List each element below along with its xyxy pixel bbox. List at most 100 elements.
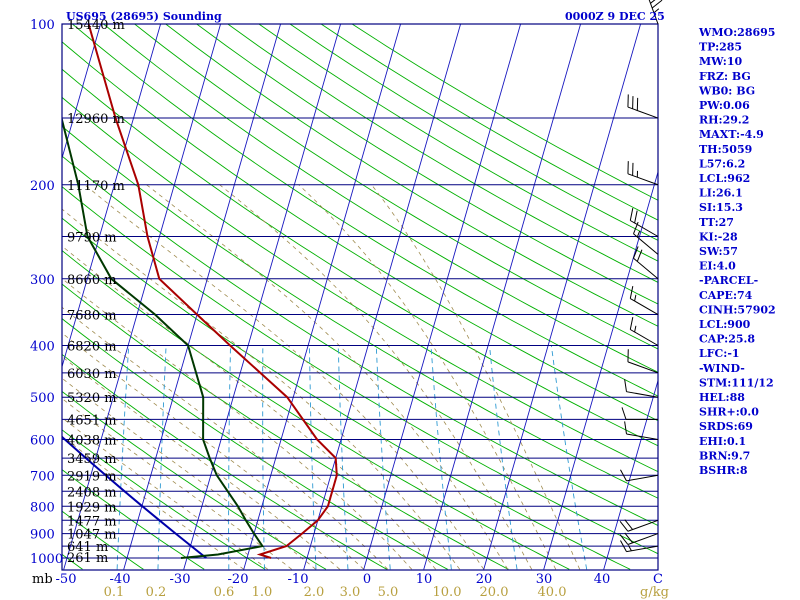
index-line: MAXT:-4.9	[699, 128, 764, 141]
pressure-tick-label: 900	[30, 528, 55, 543]
dry-adiabat-line	[62, 390, 327, 570]
index-line: TT:27	[699, 216, 734, 229]
moist-adiabat-line	[298, 184, 557, 570]
index-line: LCL:900	[699, 318, 751, 331]
mixing-ratio-tick-label: 0.1	[104, 585, 125, 600]
dry-adiabat-line	[62, 96, 658, 473]
mixing-ratio-tick-label: 1.0	[252, 585, 273, 600]
height-label: 1047 m	[67, 528, 117, 543]
moist-adiabat-line	[84, 184, 485, 570]
dry-adiabat-line	[165, 24, 658, 327]
dry-adiabat-line	[103, 24, 658, 373]
height-label: 11170 m	[67, 179, 125, 194]
isotherm-line	[423, 24, 582, 570]
index-line: BSHR:8	[699, 464, 748, 477]
moist-adiabat-line	[62, 377, 316, 570]
mixing-ratio-tick-label: 20.0	[480, 585, 509, 600]
dry-adiabat-line	[62, 353, 388, 570]
isotherm-line	[363, 24, 522, 570]
wind-barb	[619, 519, 659, 532]
index-line: LI:26.1	[699, 187, 743, 200]
pressure-tick-label: 500	[30, 391, 55, 406]
dry-adiabat-line	[62, 429, 266, 570]
height-label: 2919 m	[67, 469, 117, 484]
temperature-tick-label: -20	[228, 572, 249, 587]
isotherm-line	[303, 24, 462, 570]
temperature-tick-label: -50	[56, 572, 77, 587]
dry-adiabat-line	[62, 186, 658, 555]
height-label: 5320 m	[67, 391, 117, 406]
isotherm-line	[123, 24, 282, 570]
time-label: 0000Z 9 DEC 25	[565, 10, 665, 23]
index-line: SRDS:69	[699, 420, 753, 433]
dry-adiabat-line	[62, 217, 631, 570]
index-line: WB0: BG	[698, 84, 755, 97]
pressure-tick-label: 100	[30, 18, 55, 33]
dry-adiabat-line	[62, 469, 205, 570]
wind-barb	[627, 349, 659, 374]
temperature-tick-label: 40	[594, 572, 611, 587]
index-line: EHI:0.1	[699, 435, 746, 448]
temperature-profile-line	[87, 24, 338, 559]
mixing-ratio-tick-label: 0.6	[214, 585, 235, 600]
mixing-ratio-tick-label: 10.0	[433, 585, 462, 600]
mixing-ratio-tick-label: 40.0	[538, 585, 567, 600]
height-label: 12960 m	[67, 112, 125, 127]
isotherm-line	[243, 24, 402, 570]
dry-adiabat-line	[62, 249, 570, 570]
wind-barb	[624, 379, 659, 398]
dewpoint-profile-line	[62, 116, 265, 559]
index-line: LFC:-1	[699, 347, 740, 360]
pressure-tick-label: 300	[30, 273, 55, 288]
mixing-ratio-line	[337, 345, 349, 570]
wind-barb	[633, 221, 659, 255]
dry-adiabat-line	[227, 24, 658, 283]
index-line: LCL:962	[699, 172, 750, 185]
dry-adiabat-line	[134, 24, 658, 350]
temperature-tick-label: C	[653, 572, 663, 587]
temperature-tick-label: -10	[288, 572, 309, 587]
pressure-tick-label: 1000	[30, 552, 63, 567]
wind-barb	[627, 94, 659, 119]
index-line: CAPE:74	[699, 289, 753, 302]
wind-barb	[633, 246, 659, 280]
index-line: L57:6.2	[699, 157, 745, 170]
mixing-ratio-line	[262, 345, 265, 570]
dry-adiabat-line	[258, 24, 658, 262]
index-line: -WIND-	[699, 362, 745, 375]
wind-barb	[629, 317, 659, 346]
isotherm-line	[603, 379, 658, 570]
isotherm-line	[62, 24, 162, 369]
index-line: TH:5059	[699, 143, 752, 156]
mixing-ratio-line	[228, 345, 231, 570]
dry-adiabat-line	[62, 318, 448, 570]
moist-adiabat-line	[62, 208, 461, 570]
temperature-tick-label: 10	[416, 572, 433, 587]
isotherm-line	[483, 24, 642, 570]
mixing-ratio-tick-label: 2.0	[304, 585, 325, 600]
temperature-tick-label: -40	[110, 572, 131, 587]
mixing-ratio-line	[550, 345, 588, 570]
pressure-unit-label: mb	[32, 572, 53, 587]
index-line: TP:285	[699, 41, 742, 54]
index-line: PW:0.06	[699, 99, 750, 112]
pressure-tick-label: 600	[30, 434, 55, 449]
height-label: 261 m	[67, 551, 108, 566]
temperature-tick-label: 0	[363, 572, 371, 587]
height-label: 2408 m	[67, 485, 117, 500]
dry-adiabat-line	[62, 283, 509, 570]
chart-title: US695 (28695) Sounding	[66, 10, 222, 23]
mixing-ratio-line	[116, 345, 130, 570]
index-line: KI:-28	[699, 230, 738, 243]
index-line: SI:15.3	[699, 201, 743, 214]
isotherm-line	[183, 24, 342, 570]
pressure-tick-label: 700	[30, 469, 55, 484]
dry-adiabat-line	[62, 155, 658, 527]
index-line: STM:111/12	[699, 376, 774, 389]
moist-adiabat-line	[371, 184, 581, 570]
index-line: FRZ: BG	[699, 70, 751, 83]
index-line: WMO:28695	[698, 26, 775, 39]
isotherm-line	[62, 24, 102, 160]
mixing-ratio-line	[157, 345, 167, 570]
